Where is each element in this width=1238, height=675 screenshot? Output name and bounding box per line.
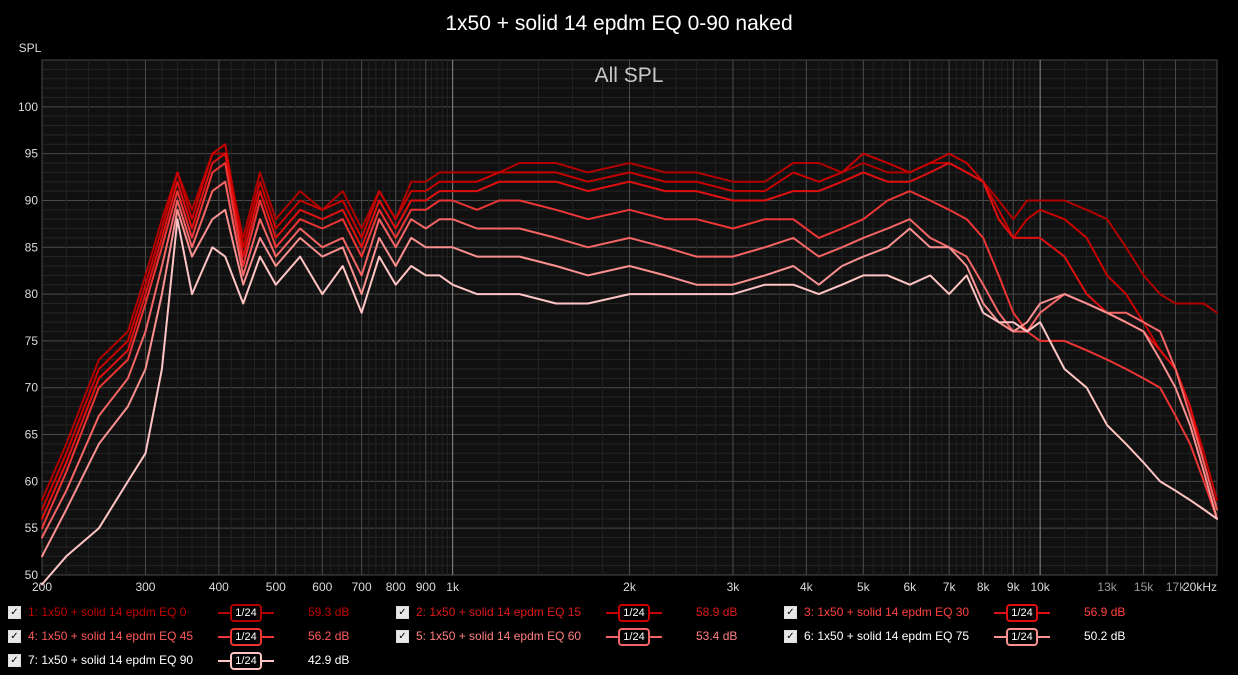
y-tick-label: 80: [25, 287, 39, 301]
series-line-4: [41, 162, 1218, 530]
x-tick-label: 20kHz: [1183, 580, 1217, 594]
smoothing-label: 1/24: [618, 604, 650, 622]
x-tick-label: 300: [135, 580, 155, 594]
x-tick-label: 1k: [446, 580, 460, 594]
series-line-6: [41, 208, 1218, 558]
x-tick-label: 7k: [943, 580, 957, 594]
grid: [41, 59, 1218, 576]
plot-title: All SPL: [595, 64, 664, 87]
x-axis: 200 300 400 500 600 700 800 900 1k 2k 3k 4k 5k 6k 7k 8k…: [32, 580, 1217, 594]
y-tick-label: 75: [25, 334, 39, 348]
legend-label: 2: 1x50 + solid 14 epdm EQ 15: [416, 605, 582, 619]
smoothing-label: 1/24: [230, 652, 262, 670]
legend-level: 53.4 dB: [696, 629, 738, 643]
y-tick-label: 65: [25, 428, 39, 442]
x-tick-label: 15k: [1134, 580, 1154, 594]
smoothing-indicator[interactable]: 1/24: [218, 626, 274, 646]
y-axis-label: SPL: [19, 41, 42, 55]
legend-item-1[interactable]: ✓ 1: 1x50 + solid 14 epdm EQ 0 1/24 59.3 dB: [8, 602, 378, 622]
legend-item-6[interactable]: ✓ 6: 1x50 + solid 14 epdm EQ 75 1/24 50.2 d…: [784, 626, 1154, 646]
legend-checkbox[interactable]: ✓: [396, 629, 409, 643]
smoothing-indicator[interactable]: 1/24: [218, 602, 274, 622]
smoothing-indicator[interactable]: 1/24: [606, 602, 662, 622]
x-tick-label: 500: [266, 580, 286, 594]
legend-item-3[interactable]: ✓ 3: 1x50 + solid 14 epdm EQ 30 1/24 56.9 d…: [784, 602, 1154, 622]
y-tick-label: 100: [18, 100, 38, 114]
x-tick-label: 9k: [1007, 580, 1021, 594]
legend-item-2[interactable]: ✓ 2: 1x50 + solid 14 epdm EQ 15 1/24 58.9 d…: [396, 602, 766, 622]
legend-label: 6: 1x50 + solid 14 epdm EQ 75: [804, 629, 970, 643]
x-tick-label: 700: [352, 580, 372, 594]
legend-item-4[interactable]: ✓ 4: 1x50 + solid 14 epdm EQ 45 1/24 56.2 d…: [8, 626, 378, 646]
legend-checkbox[interactable]: ✓: [8, 605, 21, 619]
legend-label: 1: 1x50 + solid 14 epdm EQ 0: [28, 605, 187, 619]
y-tick-label: 55: [25, 521, 39, 535]
legend-level: 56.2 dB: [308, 629, 350, 643]
legend-checkbox[interactable]: ✓: [8, 653, 21, 667]
smoothing-indicator[interactable]: 1/24: [218, 650, 274, 670]
legend-item-5[interactable]: ✓ 5: 1x50 + solid 14 epdm EQ 60 1/24 53.4 d…: [396, 626, 766, 646]
y-tick-label: 90: [25, 193, 39, 207]
y-tick-label: 95: [25, 147, 39, 161]
series-lines: [41, 143, 1218, 586]
smoothing-label: 1/24: [618, 628, 650, 646]
legend-checkbox[interactable]: ✓: [784, 629, 797, 643]
series-line-5: [41, 180, 1218, 539]
spl-chart: 1x50 + solid 14 epdm EQ 0-90 naked SPL 5…: [17, 12, 1218, 594]
legend-checkbox[interactable]: ✓: [784, 605, 797, 619]
smoothing-label: 1/24: [1006, 604, 1038, 622]
legend: ✓ 1: 1x50 + solid 14 epdm EQ 0 1/24 59.3 dB…: [0, 600, 1238, 675]
x-tick-label: 200: [32, 580, 52, 594]
legend-level: 50.2 dB: [1084, 629, 1126, 643]
legend-level: 58.9 dB: [696, 605, 738, 619]
x-tick-label: 8k: [977, 580, 991, 594]
smoothing-indicator[interactable]: 1/24: [606, 626, 662, 646]
x-tick-label: 10k: [1030, 580, 1050, 594]
smoothing-indicator[interactable]: 1/24: [994, 602, 1050, 622]
smoothing-indicator[interactable]: 1/24: [994, 626, 1050, 646]
smoothing-label: 1/24: [230, 604, 262, 622]
legend-level: 59.3 dB: [308, 605, 350, 619]
x-tick-label: 2k: [623, 580, 637, 594]
legend-label: 5: 1x50 + solid 14 epdm EQ 60: [416, 629, 582, 643]
legend-item-7[interactable]: ✓ 7: 1x50 + solid 14 epdm EQ 90 1/24 42.9 d…: [8, 650, 378, 670]
legend-label: 4: 1x50 + solid 14 epdm EQ 45: [28, 629, 194, 643]
y-tick-label: 50: [25, 568, 39, 582]
legend-label: 3: 1x50 + solid 14 epdm EQ 30: [804, 605, 970, 619]
x-tick-label: 5k: [857, 580, 871, 594]
x-tick-label: 900: [416, 580, 436, 594]
series-line-7: [41, 218, 1218, 586]
smoothing-label: 1/24: [230, 628, 262, 646]
y-axis: 50 55 60 65 70 75 80 85 90 95 100: [18, 100, 38, 582]
legend-level: 42.9 dB: [308, 653, 350, 667]
x-tick-label: 600: [312, 580, 332, 594]
x-tick-label: 3k: [727, 580, 741, 594]
x-tick-label: 17k: [1166, 580, 1186, 594]
y-tick-label: 70: [25, 381, 39, 395]
y-tick-label: 60: [25, 474, 39, 488]
x-tick-label: 800: [386, 580, 406, 594]
x-tick-label: 4k: [800, 580, 814, 594]
x-tick-label: 13k: [1097, 580, 1117, 594]
smoothing-label: 1/24: [1006, 628, 1038, 646]
series-line-2: [41, 143, 1218, 511]
legend-level: 56.9 dB: [1084, 605, 1126, 619]
x-tick-label: 6k: [903, 580, 917, 594]
legend-checkbox[interactable]: ✓: [8, 629, 21, 643]
x-tick-label: 400: [209, 580, 229, 594]
legend-label: 7: 1x50 + solid 14 epdm EQ 90: [28, 653, 194, 667]
y-tick-label: 85: [25, 240, 39, 254]
legend-checkbox[interactable]: ✓: [396, 605, 409, 619]
chart-title: 1x50 + solid 14 epdm EQ 0-90 naked: [445, 12, 792, 35]
series-line-3: [41, 152, 1218, 520]
